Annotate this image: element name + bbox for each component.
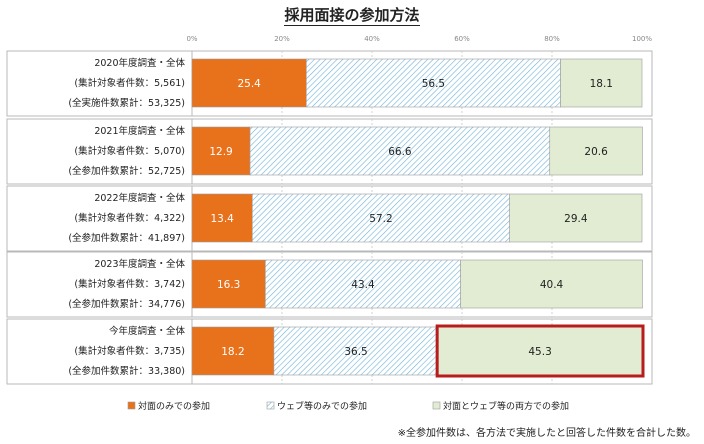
x-tick-label: 0% bbox=[186, 35, 197, 43]
bar-segment bbox=[191, 58, 307, 108]
bar-segment bbox=[460, 259, 643, 309]
data-label: 43.4 bbox=[351, 279, 375, 291]
category-label: (全参加件数累計：34,776) bbox=[68, 298, 185, 310]
category-row-frame bbox=[6, 50, 653, 117]
legend-label: 対面とウェブ等の両方での参加 bbox=[443, 400, 569, 412]
category-label: (集計対象者件数：3,742) bbox=[74, 278, 185, 290]
category-label: (全参加件数累計：52,725) bbox=[68, 165, 185, 177]
bar-segment bbox=[509, 193, 643, 243]
category-label: 今年度調査・全体 bbox=[109, 325, 186, 337]
category-label: 2023年度調査・全体 bbox=[94, 258, 185, 270]
bar-segment bbox=[191, 259, 266, 309]
category-label: 2021年度調査・全体 bbox=[94, 125, 185, 137]
data-label: 13.4 bbox=[210, 213, 234, 225]
data-label: 45.3 bbox=[528, 346, 551, 358]
data-label: 25.4 bbox=[237, 78, 261, 90]
data-label: 20.6 bbox=[584, 146, 608, 158]
data-label: 56.5 bbox=[422, 78, 445, 90]
highlight-box bbox=[435, 324, 645, 378]
bar-segment bbox=[560, 58, 643, 108]
bar-segment bbox=[549, 126, 643, 176]
bar-segment bbox=[249, 126, 551, 176]
x-tick-label: 80% bbox=[544, 35, 560, 43]
bar-segment bbox=[252, 193, 510, 243]
bar-segment bbox=[437, 326, 643, 376]
category-label: (集計対象者件数：4,322) bbox=[74, 212, 185, 224]
data-label: 40.4 bbox=[540, 279, 564, 291]
category-row-frame bbox=[6, 318, 653, 385]
bar-segment bbox=[265, 259, 461, 309]
category-label: (全参加件数累計：41,897) bbox=[68, 232, 185, 244]
x-tick-label: 60% bbox=[454, 35, 470, 43]
data-label: 18.1 bbox=[590, 78, 613, 90]
category-label: (集計対象者件数：3,735) bbox=[74, 345, 185, 357]
data-label: 57.2 bbox=[369, 213, 392, 225]
legend-swatch bbox=[127, 401, 136, 410]
category-label: (全参加件数累計：33,380) bbox=[68, 365, 185, 377]
category-row-frame bbox=[6, 185, 653, 252]
legend-label: 対面のみでの参加 bbox=[138, 400, 210, 412]
category-label: (集計対象者件数：5,070) bbox=[74, 145, 185, 157]
data-label: 29.4 bbox=[564, 213, 588, 225]
legend-swatch bbox=[266, 401, 275, 410]
bar-segment bbox=[305, 58, 561, 108]
x-tick-label: 100% bbox=[632, 35, 652, 43]
chart-title-text: 採用面接の参加方法 bbox=[284, 6, 420, 26]
footnote: ※全参加件数は、各方法で実施したと回答した件数を合計した数。 bbox=[397, 428, 696, 439]
category-label: 2020年度調査・全体 bbox=[94, 57, 185, 69]
data-label: 16.3 bbox=[217, 279, 240, 291]
category-row-frame bbox=[6, 118, 653, 185]
legend-label: ウェブ等のみでの参加 bbox=[277, 400, 367, 412]
data-label: 66.6 bbox=[388, 146, 412, 158]
data-label: 36.5 bbox=[344, 346, 367, 358]
x-tick-label: 20% bbox=[274, 35, 290, 43]
category-label: 2022年度調査・全体 bbox=[94, 192, 185, 204]
data-label: 18.2 bbox=[221, 346, 244, 358]
data-label: 12.9 bbox=[209, 146, 232, 158]
legend-swatch bbox=[432, 401, 441, 410]
category-label: (集計対象者件数：5,561) bbox=[74, 77, 185, 89]
category-row-frame bbox=[6, 251, 653, 318]
bar-segment bbox=[191, 326, 275, 376]
category-label: (全実施件数累計：53,325) bbox=[68, 97, 185, 109]
chart-title: 採用面接の参加方法 bbox=[0, 4, 704, 26]
x-tick-label: 40% bbox=[364, 35, 380, 43]
bar-segment bbox=[273, 326, 439, 376]
